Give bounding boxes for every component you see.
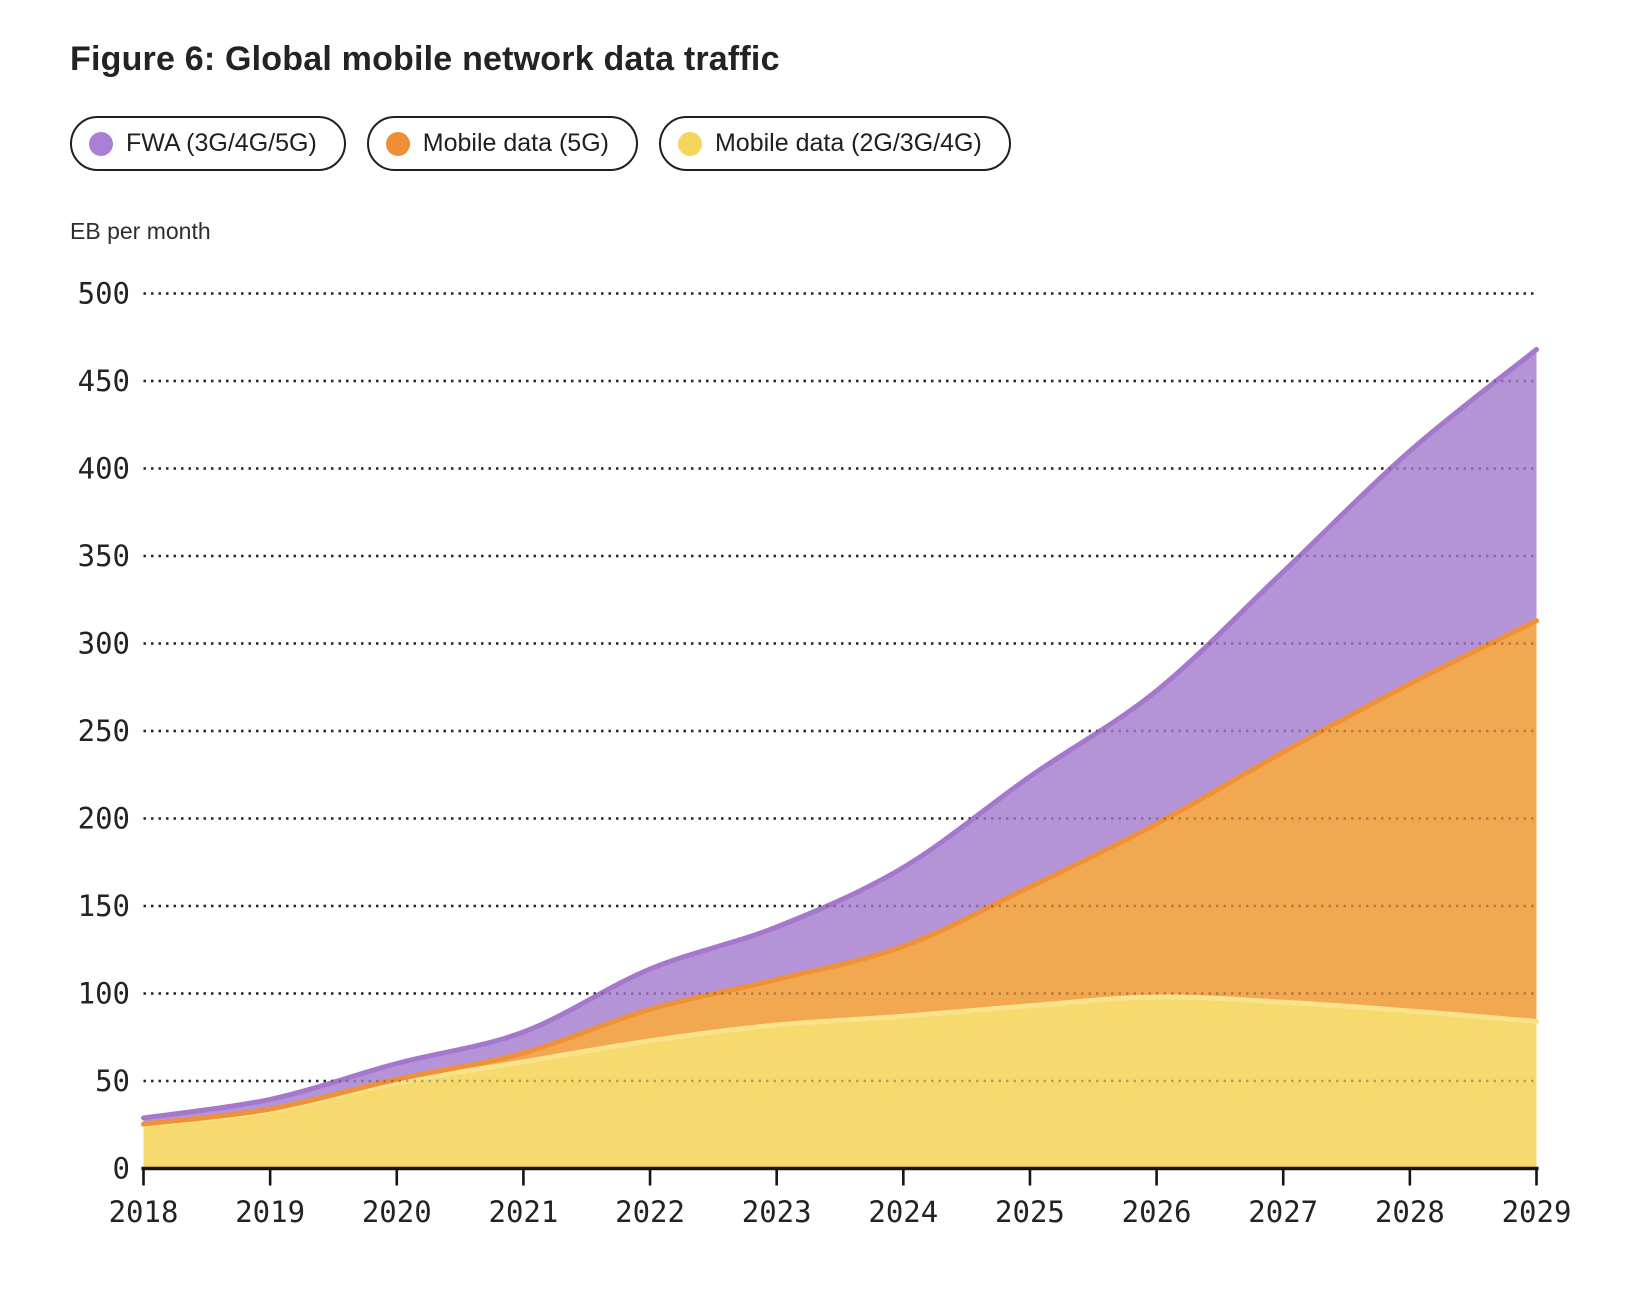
legend-item-mobile-5g[interactable]: Mobile data (5G) <box>366 116 638 171</box>
svg-text:2018: 2018 <box>109 1195 179 1229</box>
svg-text:2028: 2028 <box>1375 1195 1445 1229</box>
svg-text:2023: 2023 <box>742 1195 812 1229</box>
svg-text:300: 300 <box>78 627 130 661</box>
area-fwa-3g-4g-5g- <box>143 349 1537 1124</box>
x-tick-labels: 2018 2019 2020 2021 2022 2023 2024 2025 2026 2027… <box>109 1195 1572 1229</box>
legend-label-fwa: FWA (3G/4G/5G) <box>126 129 317 157</box>
svg-text:2027: 2027 <box>1248 1195 1318 1229</box>
svg-text:2022: 2022 <box>615 1195 685 1229</box>
svg-text:2029: 2029 <box>1502 1195 1572 1229</box>
svg-text:2021: 2021 <box>488 1195 558 1229</box>
svg-text:500: 500 <box>78 277 130 311</box>
legend-label-mobile-5g: Mobile data (5G) <box>422 129 609 157</box>
legend-label-mobile-2g3g4g: Mobile data (2G/3G/4G) <box>714 129 982 157</box>
chart-legend: FWA (3G/4G/5G) Mobile data (5G) Mobile d… <box>70 116 1011 171</box>
svg-text:150: 150 <box>78 889 130 923</box>
y-tick-labels: 0 50 100 150 200 250 300 350 400 450 500 <box>78 277 130 1186</box>
x-axis <box>141 1166 1539 1186</box>
svg-text:200: 200 <box>78 802 130 836</box>
area-fills <box>143 349 1537 1169</box>
svg-text:2026: 2026 <box>1122 1195 1192 1229</box>
svg-text:450: 450 <box>78 364 130 398</box>
legend-item-fwa[interactable]: FWA (3G/4G/5G) <box>70 116 346 171</box>
svg-text:350: 350 <box>78 539 130 573</box>
svg-text:400: 400 <box>78 452 130 486</box>
svg-text:0: 0 <box>113 1152 130 1186</box>
legend-item-mobile-2g3g4g[interactable]: Mobile data (2G/3G/4G) <box>658 116 1011 171</box>
legend-swatch-fwa-icon <box>89 131 113 156</box>
area-mobile-data-2g-3g-4g- <box>143 996 1537 1169</box>
svg-text:2020: 2020 <box>362 1195 432 1229</box>
area-mobile-data-5g- <box>143 620 1537 1125</box>
svg-text:2024: 2024 <box>868 1195 938 1229</box>
legend-swatch-mobile-5g-icon <box>385 131 410 156</box>
area-edge-strokes <box>141 347 1539 1128</box>
svg-text:250: 250 <box>78 714 130 748</box>
svg-text:2019: 2019 <box>235 1195 305 1229</box>
legend-swatch-mobile-2g3g4g-icon <box>677 131 702 156</box>
figure-title: Figure 6: Global mobile network data tra… <box>70 40 780 78</box>
svg-text:50: 50 <box>95 1064 130 1098</box>
svg-text:100: 100 <box>78 977 130 1011</box>
svg-text:2025: 2025 <box>995 1195 1065 1229</box>
y-axis-unit-label: EB per month <box>70 218 211 244</box>
